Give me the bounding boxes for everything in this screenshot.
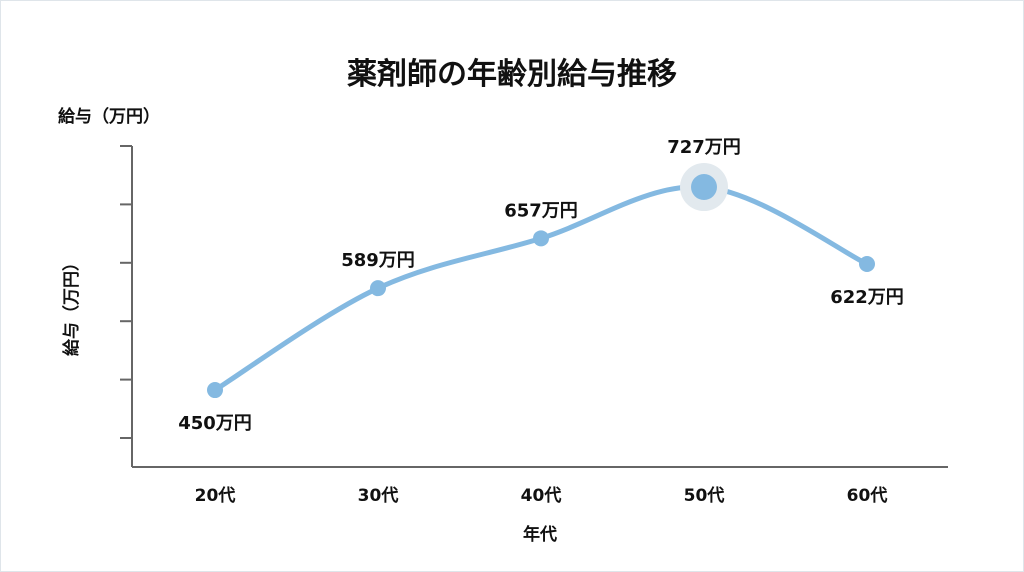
data-label: 450万円: [178, 413, 252, 434]
x-tick-label: 30代: [358, 485, 399, 506]
x-tick-label: 60代: [847, 485, 888, 506]
chart-title: 薬剤師の年齢別給与推移: [347, 57, 677, 92]
data-label: 657万円: [504, 200, 578, 221]
data-point: [370, 280, 386, 297]
x-axis-label: 年代: [523, 524, 557, 545]
x-tick-label: 20代: [195, 485, 236, 506]
data-label: 589万円: [341, 250, 415, 271]
data-point: [691, 174, 717, 201]
y-axis-label: 給与（万円）: [61, 254, 82, 356]
data-label: 622万円: [830, 287, 904, 308]
data-point: [207, 382, 223, 399]
data-label: 727万円: [667, 137, 741, 158]
x-tick-label: 40代: [521, 485, 562, 506]
x-tick-label: 50代: [684, 485, 725, 506]
data-point: [859, 255, 875, 272]
data-point: [533, 230, 549, 247]
y-axis-top-label: 給与（万円）: [58, 106, 160, 127]
